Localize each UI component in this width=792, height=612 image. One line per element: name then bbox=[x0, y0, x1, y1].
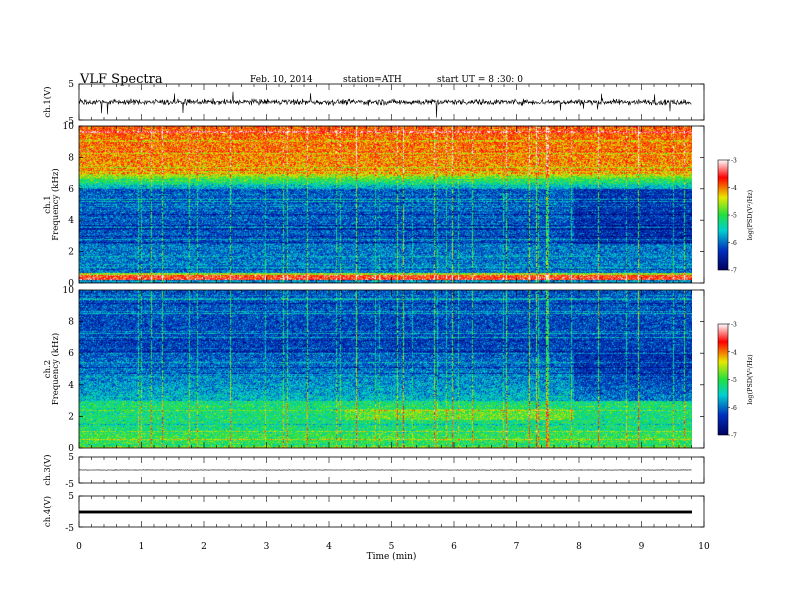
y-tick-label: 6 bbox=[68, 185, 74, 195]
x-tick-label: 9 bbox=[639, 542, 645, 552]
colorbar-tick-label: -5 bbox=[731, 377, 737, 384]
y-tick-label: 4 bbox=[68, 216, 74, 226]
colorbar-tick-label: -3 bbox=[731, 158, 737, 165]
y-tick-label: 8 bbox=[68, 153, 74, 163]
colorbar-label: log(PSD(V²/Hz) bbox=[746, 189, 754, 240]
x-tick-label: 5 bbox=[389, 542, 395, 552]
x-tick-label: 6 bbox=[451, 542, 457, 552]
ch1-spectrogram-image bbox=[79, 126, 692, 283]
colorbar-2 bbox=[717, 323, 729, 436]
ch3-trace bbox=[78, 469, 692, 471]
y-tick-label: 5 bbox=[68, 492, 74, 502]
colorbar-tick-label: -4 bbox=[731, 185, 737, 192]
colorbar-tick-label: -3 bbox=[731, 322, 737, 329]
colorbar-tick-label: -7 bbox=[731, 268, 737, 275]
y-axis-label: Frequency (kHz) bbox=[50, 333, 61, 405]
figure-date: Feb. 10, 2014 bbox=[250, 75, 313, 85]
y-axis-label: ch.3(V) bbox=[42, 454, 53, 485]
y-axis-label: ch.4(V) bbox=[42, 496, 53, 527]
y-tick-label: 10 bbox=[63, 286, 75, 296]
y-axis-label: ch.2 bbox=[43, 360, 53, 378]
figure-title: VLF Spectra bbox=[80, 72, 163, 87]
x-axis-label: Time (min) bbox=[367, 551, 417, 562]
colorbar-1 bbox=[717, 159, 729, 271]
start-ut-label: start UT = 8 :30: 0 bbox=[437, 75, 523, 85]
colorbar-tick-label: -6 bbox=[731, 405, 737, 412]
station-label: station=ATH bbox=[343, 75, 402, 85]
y-tick-label: 0 bbox=[68, 279, 74, 289]
ch4-trace bbox=[79, 510, 692, 514]
y-axis-label: ch.1(V) bbox=[42, 86, 53, 117]
y-tick-label: -5 bbox=[65, 524, 74, 534]
y-axis-label: Frequency (kHz) bbox=[50, 168, 61, 240]
colorbar-tick-label: -5 bbox=[731, 213, 737, 220]
y-axis-label: ch.1 bbox=[43, 195, 53, 213]
colorbar-tick-label: -6 bbox=[731, 240, 737, 247]
x-tick-label: 0 bbox=[76, 542, 82, 552]
colorbar-tick-label: -4 bbox=[731, 349, 737, 356]
x-tick-label: 2 bbox=[201, 542, 207, 552]
ch2-spectrogram-image bbox=[79, 290, 692, 448]
y-tick-label: 4 bbox=[68, 381, 74, 391]
y-tick-label: -5 bbox=[65, 117, 74, 127]
y-tick-label: -5 bbox=[65, 480, 74, 490]
ch1-trace bbox=[78, 91, 692, 118]
y-tick-label: 5 bbox=[68, 80, 74, 90]
y-tick-label: 0 bbox=[68, 444, 74, 454]
x-tick-label: 8 bbox=[576, 542, 582, 552]
y-tick-label: 10 bbox=[63, 122, 75, 132]
x-tick-label: 4 bbox=[326, 542, 332, 552]
y-tick-label: 8 bbox=[68, 318, 74, 328]
y-tick-label: 6 bbox=[68, 349, 74, 359]
x-tick-label: 1 bbox=[139, 542, 145, 552]
colorbar-tick-label: -7 bbox=[731, 433, 737, 440]
y-tick-label: 2 bbox=[68, 248, 74, 258]
x-tick-label: 3 bbox=[264, 542, 270, 552]
y-tick-label: 2 bbox=[68, 412, 74, 422]
x-tick-label: 10 bbox=[698, 542, 710, 552]
x-tick-label: 7 bbox=[514, 542, 520, 552]
y-tick-label: 5 bbox=[68, 453, 74, 463]
colorbar-label: log(PSD(V²/Hz) bbox=[746, 354, 754, 405]
